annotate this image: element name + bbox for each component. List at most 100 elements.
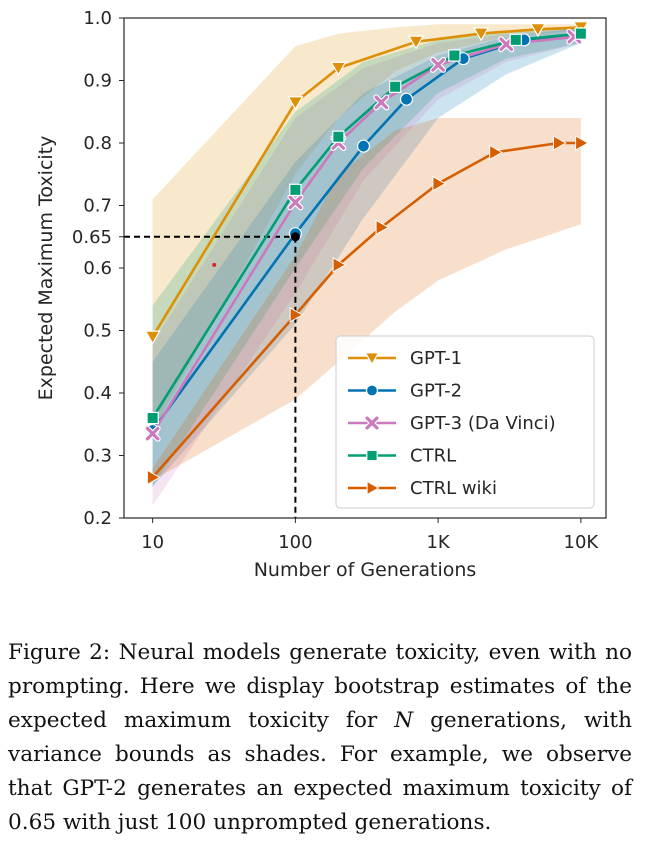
legend-box bbox=[335, 335, 595, 509]
y-axis-label: Expected Maximum Toxicity bbox=[35, 136, 57, 401]
point-ctrl-2 bbox=[332, 130, 345, 143]
point-ctrl-wiki-6-shape bbox=[553, 135, 567, 151]
point-gpt-3-da-vinci-4-shape bbox=[431, 58, 445, 72]
point-gpt-1-1-shape bbox=[287, 96, 304, 111]
point-ctrl-wiki-4 bbox=[432, 175, 447, 192]
legend-swatch-marker bbox=[364, 352, 380, 366]
legend-item-gpt-3-da-vinci: GPT-3 (Da Vinci) bbox=[348, 413, 556, 434]
band-gpt-1 bbox=[152, 24, 581, 431]
x-tick-label-10K: 10K bbox=[564, 532, 600, 553]
legend-label: CTRL wiki bbox=[410, 478, 497, 499]
y-tick-label-0.5: 0.5 bbox=[83, 321, 112, 342]
band-ctrl-wiki bbox=[152, 118, 581, 481]
point-gpt-1-2 bbox=[330, 61, 347, 76]
point-gpt-2-3 bbox=[399, 92, 414, 106]
point-gpt-1-5 bbox=[529, 23, 546, 38]
variance-bands bbox=[152, 24, 581, 506]
point-gpt-2-2 bbox=[356, 139, 371, 153]
point-ctrl-1-shape bbox=[289, 183, 302, 197]
legend-swatch-marker-shape bbox=[365, 384, 379, 397]
x-tick-label-1K: 1K bbox=[426, 532, 450, 553]
legend-item-ctrl: CTRL bbox=[348, 446, 456, 467]
series-markers bbox=[144, 21, 589, 486]
y-tick-label-0.65: 0.65 bbox=[72, 227, 112, 248]
point-gpt-1-2-shape bbox=[330, 61, 347, 76]
point-gpt-3-da-vinci-1-shape bbox=[288, 195, 303, 210]
point-ctrl-wiki-1-shape bbox=[289, 307, 304, 323]
y-tick-label-0.7: 0.7 bbox=[83, 196, 112, 217]
point-ctrl-wiki-2-shape bbox=[332, 257, 347, 273]
point-ctrl-3-shape bbox=[388, 80, 402, 93]
y-tick-label-0.9: 0.9 bbox=[83, 71, 112, 92]
point-ctrl-wiki-0-shape bbox=[146, 469, 161, 486]
y-tick-label-0.2: 0.2 bbox=[83, 508, 112, 529]
point-gpt-3-da-vinci-0 bbox=[144, 425, 161, 442]
point-ctrl-5 bbox=[509, 33, 522, 47]
point-ctrl-wiki-2 bbox=[332, 257, 347, 273]
legend-swatch-marker-shape bbox=[365, 416, 379, 430]
point-ctrl-wiki-0 bbox=[146, 469, 161, 486]
point-ctrl-4-shape bbox=[448, 49, 461, 62]
point-ctrl-wiki-3 bbox=[375, 219, 390, 236]
point-ctrl-6 bbox=[574, 27, 588, 40]
x-tick-label-100: 100 bbox=[278, 532, 312, 553]
legend-swatch-marker-shape bbox=[364, 352, 380, 366]
y-tick-label-0.3: 0.3 bbox=[83, 446, 112, 467]
legend-swatch-marker bbox=[366, 449, 378, 462]
x-tick-label-10: 10 bbox=[141, 532, 164, 553]
y-tick-label-1.0: 1.0 bbox=[83, 8, 112, 29]
band-ctrl bbox=[152, 27, 581, 487]
point-ctrl-1 bbox=[289, 183, 302, 197]
point-gpt-1-0-shape bbox=[144, 330, 161, 345]
legend-item-gpt-1: GPT-1 bbox=[348, 348, 462, 369]
caption-text-2: generations, with variance bounds as sha… bbox=[8, 708, 633, 835]
legend-label: GPT-3 (Da Vinci) bbox=[410, 413, 556, 434]
point-gpt-3-da-vinci-0-shape bbox=[145, 426, 160, 441]
point-gpt-2-2-shape bbox=[356, 139, 371, 153]
point-gpt-1-3-shape bbox=[407, 35, 425, 50]
point-ctrl-2-shape bbox=[332, 130, 345, 143]
legend-swatch-marker bbox=[364, 415, 380, 431]
point-ctrl-wiki-5-shape bbox=[489, 144, 503, 161]
point-ctrl-wiki-5 bbox=[489, 144, 503, 161]
point-ctrl-0 bbox=[146, 411, 159, 425]
point-gpt-1-1 bbox=[287, 96, 304, 111]
band-gpt-2 bbox=[152, 27, 581, 487]
legend-item-ctrl-wiki: CTRL wiki bbox=[348, 478, 497, 499]
caption-label: Figure 2: bbox=[8, 640, 111, 665]
axis-ticks: 10 100 1K 10K 0.2 0.3 0.4 0.5 0.6 0.65 0.7 0.8 0.9 1.… bbox=[72, 8, 599, 553]
stray-point-0 bbox=[212, 262, 217, 267]
legend-item-gpt-2: GPT-2 bbox=[348, 381, 462, 402]
figure-caption: Figure 2: Neural models generate toxicit… bbox=[8, 636, 632, 840]
legend: GPT-1 GPT-2 GPT-3 (Da Vinci) CTRL CTRL wiki bbox=[335, 335, 595, 509]
point-gpt-1-4-shape bbox=[473, 27, 490, 42]
toxicity-chart: 10 100 1K 10K 0.2 0.3 0.4 0.5 0.6 0.65 0.7 0.8 0.9 1.… bbox=[35, 8, 607, 581]
x-axis-label: Number of Generations bbox=[254, 559, 477, 581]
legend-label: GPT-2 bbox=[410, 381, 462, 402]
point-gpt-1-3 bbox=[407, 35, 425, 50]
point-ctrl-wiki-7-shape bbox=[575, 135, 589, 151]
point-ctrl-0-shape bbox=[146, 411, 159, 425]
point-ctrl-5-shape bbox=[509, 33, 522, 47]
legend-swatch-marker-shape bbox=[366, 480, 380, 496]
reference-point bbox=[290, 232, 300, 242]
point-ctrl-3 bbox=[388, 80, 402, 93]
band-gpt-3-da-vinci bbox=[152, 27, 581, 506]
point-gpt-3-da-vinci-4 bbox=[430, 56, 447, 73]
point-ctrl-4 bbox=[448, 49, 461, 62]
point-ctrl-wiki-3-shape bbox=[375, 219, 390, 236]
legend-label: CTRL bbox=[410, 446, 456, 467]
point-gpt-2-3-shape bbox=[399, 92, 414, 106]
legend-swatch-marker bbox=[366, 480, 380, 496]
point-gpt-3-da-vinci-3-shape bbox=[374, 95, 389, 110]
point-ctrl-6-shape bbox=[574, 27, 588, 40]
caption-n-symbol: N bbox=[394, 708, 414, 733]
y-tick-label-0.6: 0.6 bbox=[83, 258, 112, 279]
point-gpt-1-5-shape bbox=[529, 23, 546, 38]
point-ctrl-wiki-4-shape bbox=[432, 175, 447, 192]
caption-text-1: Neural models generate toxicity, even wi… bbox=[8, 640, 633, 733]
point-gpt-1-0 bbox=[144, 330, 161, 345]
y-tick-label-0.4: 0.4 bbox=[83, 383, 112, 404]
point-ctrl-wiki-7 bbox=[575, 135, 589, 151]
legend-swatch-marker-shape bbox=[366, 449, 378, 462]
